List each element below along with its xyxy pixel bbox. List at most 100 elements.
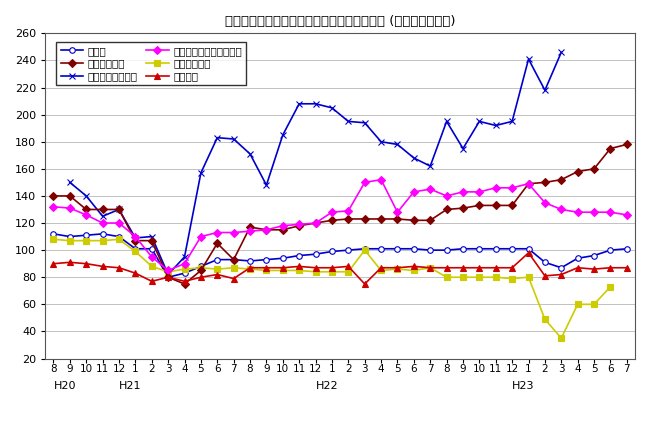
電子部品・デバイス工業 xyxy=(623,212,630,217)
情報通信機械工業 xyxy=(328,105,336,110)
鉱工業 xyxy=(361,246,369,251)
電子部品・デバイス工業 xyxy=(476,190,484,195)
鉱工業 xyxy=(558,265,566,270)
化学工業 xyxy=(229,276,237,281)
一般機械工業 xyxy=(115,207,123,212)
化学工業 xyxy=(164,275,172,280)
電子部品・デバイス工業 xyxy=(541,200,549,205)
電子部品・デバイス工業 xyxy=(410,190,418,195)
一般機械工業 xyxy=(410,218,418,223)
鉱工業 xyxy=(295,253,303,258)
Text: H23: H23 xyxy=(512,381,535,391)
一般機械工業 xyxy=(148,238,155,243)
情報通信機械工業 xyxy=(361,120,369,125)
情報通信機械工業 xyxy=(492,123,500,128)
電子部品・デバイス工業 xyxy=(606,210,614,215)
一般機械工業 xyxy=(377,217,385,222)
化学工業 xyxy=(476,265,484,270)
情報通信機械工業 xyxy=(311,101,319,106)
情報通信機械工業 xyxy=(83,193,90,198)
化学工業 xyxy=(246,265,254,270)
情報通信機械工業 xyxy=(213,135,221,140)
一般機械工業 xyxy=(393,217,401,222)
鉱工業 xyxy=(410,246,418,251)
輸送機械工業 xyxy=(476,275,484,280)
鉱工業 xyxy=(574,256,582,261)
一般機械工業 xyxy=(213,241,221,246)
化学工業 xyxy=(492,265,500,270)
化学工業 xyxy=(328,265,336,270)
鉱工業 xyxy=(623,246,630,251)
輸送機械工業 xyxy=(492,275,500,280)
輸送機械工業 xyxy=(115,237,123,242)
電子部品・デバイス工業 xyxy=(229,230,237,235)
化学工業 xyxy=(131,271,139,276)
鉱工業 xyxy=(115,234,123,239)
一般機械工業 xyxy=(99,207,107,212)
一般機械工業 xyxy=(246,225,254,230)
電子部品・デバイス工業 xyxy=(49,204,57,209)
情報通信機械工業 xyxy=(131,235,139,240)
輸送機械工業 xyxy=(344,269,352,275)
輸送機械工業 xyxy=(213,266,221,272)
輸送機械工業 xyxy=(311,269,319,275)
一般機械工業 xyxy=(344,217,352,222)
化学工業 xyxy=(181,279,188,284)
電子部品・デバイス工業 xyxy=(508,185,516,190)
輸送機械工業 xyxy=(99,238,107,243)
Text: H21: H21 xyxy=(119,381,142,391)
化学工業 xyxy=(558,272,566,277)
Legend: 鉱工業, 一般機械工業, 情報通信機械工業, 電子部品・デバイス工業, 輸送機械工業, 化学工業: 鉱工業, 一般機械工業, 情報通信機械工業, 電子部品・デバイス工業, 輸送機械… xyxy=(57,42,246,85)
電子部品・デバイス工業 xyxy=(328,210,336,215)
電子部品・デバイス工業 xyxy=(131,234,139,239)
一般機械工業 xyxy=(83,207,90,212)
化学工業 xyxy=(344,264,352,269)
鉱工業 xyxy=(83,233,90,238)
情報通信機械工業 xyxy=(541,88,549,93)
一般機械工業 xyxy=(181,281,188,286)
電子部品・デバイス工業 xyxy=(590,210,598,215)
Line: 鉱工業: 鉱工業 xyxy=(51,231,630,280)
情報通信機械工業 xyxy=(344,119,352,124)
化学工業 xyxy=(426,265,434,270)
輸送機械工業 xyxy=(279,268,287,273)
鉱工業 xyxy=(263,257,270,262)
化学工業 xyxy=(311,265,319,270)
Line: 輸送機械工業: 輸送機械工業 xyxy=(51,236,613,341)
電子部品・デバイス工業 xyxy=(213,230,221,235)
鉱工業 xyxy=(590,253,598,258)
情報通信機械工業 xyxy=(393,142,401,147)
鉱工業 xyxy=(377,246,385,251)
鉱工業 xyxy=(426,247,434,253)
輸送機械工業 xyxy=(508,276,516,281)
輸送機械工業 xyxy=(229,265,237,270)
鉱工業 xyxy=(279,256,287,261)
情報通信機械工業 xyxy=(148,234,155,239)
化学工業 xyxy=(66,260,73,265)
電子部品・デバイス工業 xyxy=(246,228,254,233)
Title: 三重県鉱工業生産及び主要業種別指数の推移 (季節調整済指数): 三重県鉱工業生産及び主要業種別指数の推移 (季節調整済指数) xyxy=(225,15,456,28)
化学工業 xyxy=(49,261,57,266)
電子部品・デバイス工業 xyxy=(377,177,385,182)
情報通信機械工業 xyxy=(99,214,107,219)
Line: 化学工業: 化学工業 xyxy=(51,250,630,287)
電子部品・デバイス工業 xyxy=(558,207,566,212)
化学工業 xyxy=(377,265,385,270)
化学工業 xyxy=(83,261,90,266)
情報通信機械工業 xyxy=(181,254,188,259)
化学工業 xyxy=(443,265,450,270)
情報通信機械工業 xyxy=(525,57,532,62)
輸送機械工業 xyxy=(197,265,205,270)
鉱工業 xyxy=(459,246,467,251)
情報通信機械工業 xyxy=(164,272,172,277)
一般機械工業 xyxy=(459,206,467,211)
情報通信機械工業 xyxy=(377,139,385,144)
電子部品・デバイス工業 xyxy=(148,254,155,259)
電子部品・デバイス工業 xyxy=(164,268,172,273)
輸送機械工業 xyxy=(541,317,549,322)
輸送機械工業 xyxy=(426,265,434,270)
化学工業 xyxy=(508,265,516,270)
一般機械工業 xyxy=(295,223,303,228)
一般機械工業 xyxy=(541,180,549,185)
電子部品・デバイス工業 xyxy=(344,208,352,213)
